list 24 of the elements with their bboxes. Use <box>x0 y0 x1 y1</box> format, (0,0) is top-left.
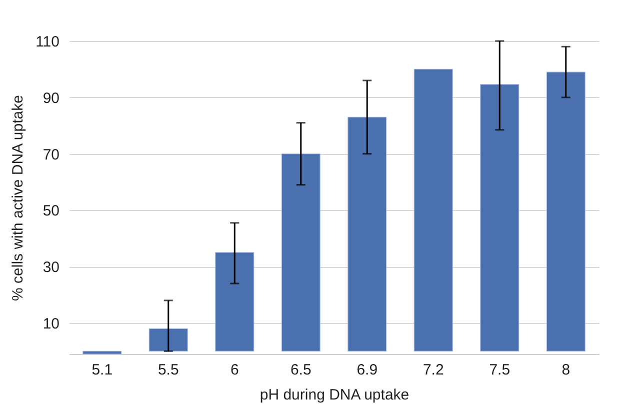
y-tick-label: 50 <box>42 202 60 220</box>
y-tick-label: 70 <box>42 146 60 164</box>
x-tick-label: 7.2 <box>422 362 444 378</box>
y-tick-label: 110 <box>36 34 60 50</box>
bar <box>281 153 320 352</box>
bar <box>82 350 122 354</box>
y-axis-title: % cells with active DNA uptake <box>10 95 27 301</box>
bar <box>480 84 520 352</box>
x-tick-label: 5.5 <box>158 362 179 378</box>
x-tick-label: 8 <box>562 362 570 378</box>
y-tick-label: 30 <box>42 259 60 276</box>
bar <box>348 116 387 352</box>
bar <box>546 72 586 352</box>
x-tick-label: 6 <box>230 362 239 378</box>
x-tick-label: 5.1 <box>92 362 113 378</box>
y-tick-label: 10 <box>42 315 60 332</box>
x-tick-label: 6.9 <box>356 362 378 378</box>
bar <box>148 328 188 352</box>
bar <box>215 252 254 352</box>
x-tick-label: 7.5 <box>489 362 510 378</box>
y-tick-label: 90 <box>42 90 60 107</box>
bar <box>414 68 453 352</box>
x-axis-title: pH during DNA uptake <box>260 386 410 404</box>
x-tick-label: 6.5 <box>290 362 312 378</box>
